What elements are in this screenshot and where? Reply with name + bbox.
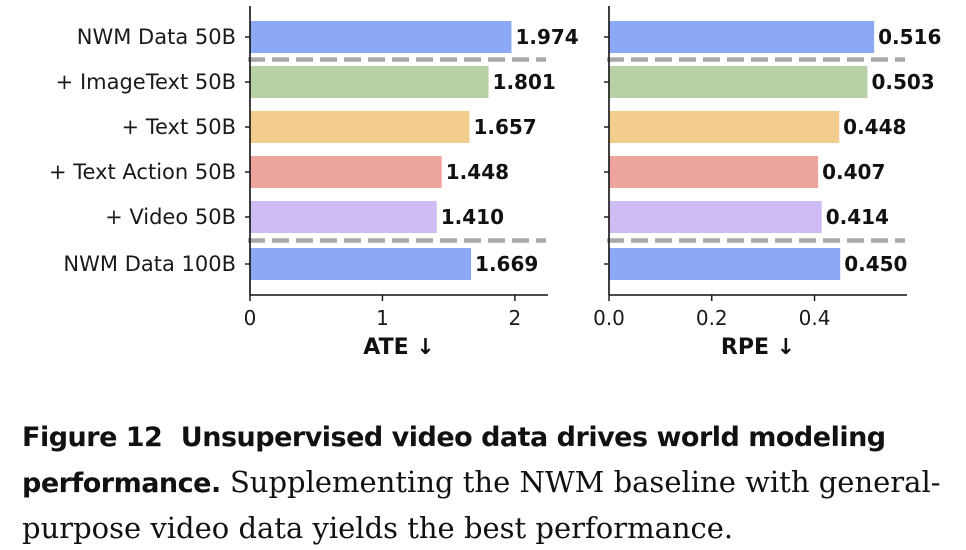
figure-caption: Figure 12 Unsupervised video data drives…: [22, 414, 952, 550]
x-tick-label: 0.2: [696, 306, 728, 330]
rpe-panel: 0.516 0.503 0.448 0.407 0.414 0.450 0.0 0.2 0.4R…: [593, 6, 941, 360]
caption-label: Figure 12: [22, 422, 163, 453]
value-label: 0.516: [878, 25, 941, 49]
x-axis-title: ATE ↓: [363, 335, 434, 360]
category-label: + Text 50B: [121, 115, 236, 139]
value-label: 0.407: [822, 160, 885, 184]
x-tick-label: 0.0: [593, 306, 625, 330]
value-label: 0.414: [826, 205, 889, 229]
category-label: NWM Data 50B: [77, 25, 236, 49]
value-label: 1.801: [493, 70, 556, 94]
value-label: 1.974: [515, 25, 578, 49]
value-label: 1.669: [475, 252, 538, 276]
category-label: + Video 50B: [105, 205, 236, 229]
category-label: NWM Data 100B: [63, 252, 236, 276]
x-tick-label: 0: [244, 306, 257, 330]
value-label: 1.410: [441, 205, 504, 229]
bar: [250, 201, 437, 233]
bar: [609, 66, 868, 98]
value-label: 1.657: [473, 115, 536, 139]
bar: [250, 66, 489, 98]
x-tick-label: 1: [376, 306, 389, 330]
x-axis-title: RPE ↓: [721, 335, 795, 360]
bar: [609, 201, 822, 233]
bar: [250, 248, 472, 280]
category-labels: NWM Data 50B + ImageText 50B + Text 50B + T…: [49, 25, 236, 276]
figure-chart: NWM Data 50B + ImageText 50B + Text 50B + T…: [49, 6, 941, 360]
category-label: + ImageText 50B: [56, 70, 236, 94]
ate-panel: 1.974 1.801 1.657 1.448 1.410 1.669 0 1 2 ATE ↓: [244, 6, 579, 360]
x-tick-label: 2: [509, 306, 522, 330]
value-label: 1.448: [446, 160, 509, 184]
caption-body: Supplementing the NWM baseline with gene…: [22, 465, 941, 545]
bar: [609, 111, 840, 143]
value-label: 0.503: [871, 70, 934, 94]
category-label: + Text Action 50B: [49, 160, 236, 184]
bar: [250, 111, 470, 143]
bar: [609, 248, 841, 280]
bar: [250, 21, 512, 53]
caption-title: Unsupervised video data drives world mod…: [22, 422, 886, 499]
bar: [609, 21, 875, 53]
value-label: 0.448: [843, 115, 906, 139]
x-tick-label: 0.4: [799, 306, 831, 330]
value-label: 0.450: [844, 252, 907, 276]
bar: [250, 156, 442, 188]
bar: [609, 156, 819, 188]
